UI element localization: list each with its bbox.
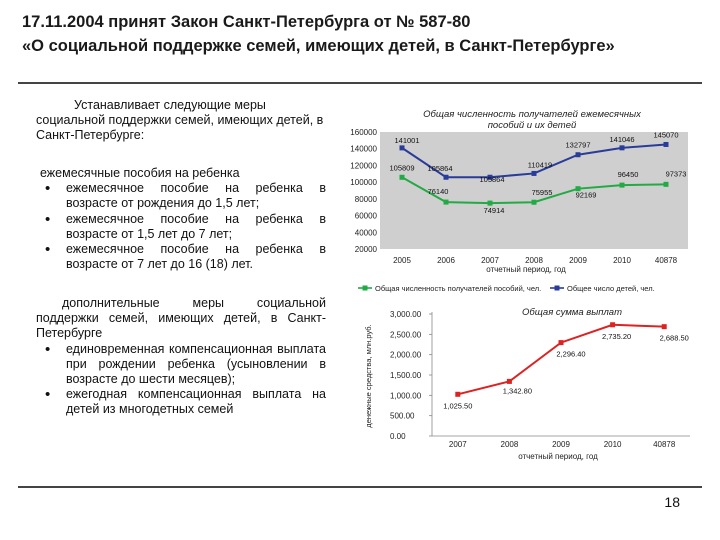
x-tick-label: 40878 xyxy=(655,256,678,265)
footer-divider xyxy=(18,486,702,488)
list-item: ежемесячное пособие на ребенка в возраст… xyxy=(36,242,326,272)
data-label: 74914 xyxy=(484,206,505,215)
y-tick-label: 100000 xyxy=(350,178,377,187)
data-point xyxy=(487,200,493,206)
data-label: 1,342.80 xyxy=(503,386,532,395)
y-tick-label: 500.00 xyxy=(390,412,415,421)
monthly-benefits-block: ежемесячные пособия на ребенка ежемесячн… xyxy=(36,166,326,272)
list-item: ежегодная компенсационная выплата на дет… xyxy=(36,387,326,417)
data-point xyxy=(443,174,449,180)
data-label: 141001 xyxy=(394,136,419,145)
data-point xyxy=(610,322,616,328)
data-point xyxy=(399,145,405,151)
data-point xyxy=(531,170,537,176)
data-label: 141046 xyxy=(609,135,634,144)
data-point xyxy=(506,378,512,384)
intro-text-block: Устанавливает следующие меры социальной … xyxy=(36,98,326,144)
data-point xyxy=(575,152,581,158)
data-point xyxy=(663,181,669,187)
data-label: 97373 xyxy=(666,169,687,178)
additional-list: единовременная компенсационная выплата п… xyxy=(36,342,326,418)
chart2-x-axis-label: отчетный период, год xyxy=(518,452,598,461)
chart1-x-axis-label: отчетный период, год xyxy=(486,265,566,274)
data-label: 110419 xyxy=(528,160,552,169)
data-label: 92169 xyxy=(576,191,597,200)
legend-label-recipients: Общая численность получателей пособий, ч… xyxy=(375,284,541,293)
data-point xyxy=(619,182,625,188)
x-tick-label: 2005 xyxy=(393,256,411,265)
chart1-plot-area xyxy=(380,132,688,249)
y-tick-label: 2,500.00 xyxy=(390,330,422,339)
title-line-1: 17.11.2004 принят Закон Санкт-Петербурга… xyxy=(22,13,471,31)
x-tick-label: 2008 xyxy=(501,440,519,449)
payments-chart: денежные средства, млн.руб. Общая сумма … xyxy=(364,307,690,461)
series-line-payments xyxy=(457,323,665,396)
monthly-list: ежемесячное пособие на ребенка в возраст… xyxy=(36,181,326,272)
list-item: ежемесячное пособие на ребенка в возраст… xyxy=(36,181,326,211)
data-label: 2,688.50 xyxy=(660,334,689,343)
x-tick-label: 2007 xyxy=(481,256,499,265)
data-label: 105864 xyxy=(479,175,504,184)
data-label: 96450 xyxy=(618,170,639,179)
data-point xyxy=(663,141,669,147)
data-label: 105809 xyxy=(389,163,414,172)
chart2-y-axis-label: денежные средства, млн.руб. xyxy=(364,324,373,427)
additional-heading: дополнительные меры социальной поддержки… xyxy=(36,296,326,341)
data-label: 75955 xyxy=(532,188,553,197)
data-point xyxy=(487,174,493,180)
x-tick-label: 2009 xyxy=(552,440,570,449)
y-tick-label: 1,500.00 xyxy=(390,371,422,380)
slide-title: 17.11.2004 принят Закон Санкт-Петербурга… xyxy=(22,10,702,58)
chart1-legend: Общая численность получателей пособий, ч… xyxy=(358,284,655,293)
y-tick-label: 60000 xyxy=(355,212,378,221)
data-point xyxy=(443,199,449,205)
intro-text: Устанавливает следующие меры социальной … xyxy=(36,98,324,143)
y-tick-label: 40000 xyxy=(355,228,378,237)
data-label: 2,735.20 xyxy=(602,332,631,341)
x-tick-label: 2010 xyxy=(604,440,622,449)
data-label: 1,025.50 xyxy=(443,401,472,410)
legend-marker-recipients xyxy=(362,285,368,291)
y-tick-label: 3,000.00 xyxy=(390,310,422,319)
y-tick-label: 160000 xyxy=(350,128,377,137)
data-label: 105864 xyxy=(427,164,452,173)
additional-measures-block: дополнительные меры социальной поддержки… xyxy=(36,296,326,418)
chart2-title: Общая сумма выплат xyxy=(522,307,622,318)
list-item: ежемесячное пособие на ребенка в возраст… xyxy=(36,212,326,242)
chart1-title-line2: пособий и их детей xyxy=(488,120,577,131)
data-point xyxy=(399,174,405,180)
y-tick-label: 2,000.00 xyxy=(390,351,422,360)
x-tick-label: 2010 xyxy=(613,256,631,265)
data-point xyxy=(661,324,667,330)
legend-marker-children xyxy=(554,285,560,291)
data-point xyxy=(575,186,581,192)
y-tick-label: 140000 xyxy=(350,145,377,154)
y-tick-label: 80000 xyxy=(355,195,378,204)
chart1-title-line1: Общая численность получателей ежемесячны… xyxy=(423,109,642,120)
x-tick-label: 2006 xyxy=(437,256,455,265)
list-item: единовременная компенсационная выплата п… xyxy=(36,342,326,388)
data-label: 2,296.40 xyxy=(556,350,585,359)
y-tick-label: 120000 xyxy=(350,161,377,170)
title-line-2: «О социальной поддержке семей, имеющих д… xyxy=(22,37,615,55)
data-point xyxy=(558,340,564,346)
x-tick-label: 40878 xyxy=(653,440,676,449)
data-point xyxy=(619,145,625,151)
recipients-chart: Общая численность получателей ежемесячны… xyxy=(350,109,688,293)
x-tick-label: 2009 xyxy=(569,256,587,265)
monthly-heading: ежемесячные пособия на ребенка xyxy=(40,166,240,180)
legend-label-children: Общее число детей, чел. xyxy=(567,284,655,293)
y-tick-label: 20000 xyxy=(355,245,378,254)
data-label: 145070 xyxy=(653,130,678,139)
data-label: 132797 xyxy=(565,141,590,150)
x-tick-label: 2007 xyxy=(449,440,467,449)
data-point xyxy=(531,199,537,205)
y-tick-label: 1,000.00 xyxy=(390,391,422,400)
y-tick-label: 0.00 xyxy=(390,432,406,441)
data-label: 76140 xyxy=(428,187,449,196)
data-point xyxy=(455,391,461,397)
page-number: 18 xyxy=(664,494,680,510)
x-tick-label: 2008 xyxy=(525,256,543,265)
title-divider xyxy=(18,82,702,84)
